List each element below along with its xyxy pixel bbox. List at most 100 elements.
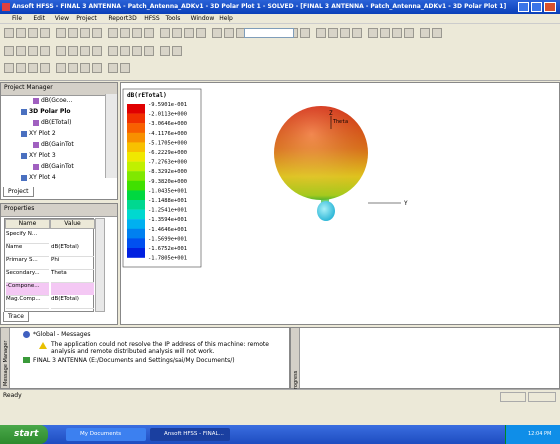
toolbar-button[interactable] (108, 46, 118, 56)
toolbar-button[interactable] (420, 28, 430, 38)
toolbar-button[interactable] (40, 63, 50, 73)
taskbar-item[interactable]: Ansoft HFSS - FINAL... (150, 428, 230, 441)
tree-item[interactable]: 3D Polar Plo (29, 108, 71, 115)
tab[interactable]: Trace (3, 312, 29, 322)
property-name[interactable]: Name (6, 244, 49, 257)
combo-box[interactable] (244, 28, 294, 38)
toolbar-button[interactable] (28, 28, 38, 38)
toolbar-button[interactable] (80, 46, 90, 56)
properties-panel: Properties Name Value Specify N... Name dB(E… (0, 203, 118, 325)
toolbar-button[interactable] (4, 28, 14, 38)
toolbar-button[interactable] (172, 46, 182, 56)
toolbar-button[interactable] (196, 28, 206, 38)
toolbar-button[interactable] (80, 28, 90, 38)
toolbar-button[interactable] (120, 63, 130, 73)
property-name[interactable]: Primary S... (6, 257, 49, 270)
close-button[interactable] (544, 2, 556, 12)
menu-item[interactable]: Tools (165, 15, 181, 22)
toolbar-button[interactable] (68, 28, 78, 38)
menu-item[interactable]: Edit (33, 15, 46, 22)
toolbar-button[interactable] (340, 28, 350, 38)
property-name[interactable]: Specify N... (6, 231, 49, 244)
toolbar-button[interactable] (16, 46, 26, 56)
menu-item[interactable]: Help (219, 15, 233, 22)
toolbar-button[interactable] (380, 28, 390, 38)
menu-item[interactable]: File (12, 15, 23, 22)
message-manager: Message Manager *Global - Messages The a… (0, 327, 290, 389)
toolbar-button[interactable] (404, 28, 414, 38)
toolbar-button[interactable] (56, 28, 66, 38)
toolbar-button[interactable] (328, 28, 338, 38)
toolbar-button[interactable] (432, 28, 442, 38)
tree-item[interactable]: XY Plot 3 (29, 152, 56, 159)
property-value[interactable]: Theta (51, 270, 94, 283)
toolbar-button[interactable] (352, 28, 362, 38)
legend-swatch (127, 190, 145, 201)
tab[interactable]: Project (3, 187, 34, 197)
toolbar-button[interactable] (132, 46, 142, 56)
toolbar-button[interactable] (68, 46, 78, 56)
property-value[interactable]: dB(ETotal) (51, 296, 94, 309)
toolbar-button[interactable] (92, 28, 102, 38)
main-lobe-shade (274, 106, 368, 200)
property-name[interactable]: Secondary... (6, 270, 49, 283)
taskbar-item[interactable]: My Documents (66, 428, 146, 441)
toolbar-button[interactable] (28, 63, 38, 73)
toolbar-button[interactable] (316, 28, 326, 38)
toolbar-button[interactable] (92, 63, 102, 73)
start-button[interactable]: start (0, 425, 48, 444)
menu-item[interactable]: HFSS (144, 15, 160, 22)
tree-item[interactable]: dB(Gcoe... (41, 97, 73, 104)
toolbar-button[interactable] (16, 63, 26, 73)
toolbar-button[interactable] (392, 28, 402, 38)
toolbar-button[interactable] (160, 46, 170, 56)
tree-item[interactable]: XY Plot 4 (29, 174, 56, 181)
toolbar-button[interactable] (68, 63, 78, 73)
toolbar-button[interactable] (80, 63, 90, 73)
tree-item[interactable]: dB(GainTot (41, 141, 74, 148)
y-label: Y (404, 200, 408, 207)
property-value[interactable]: dB(ETotal) (51, 244, 94, 257)
menu-item[interactable]: Project (76, 15, 97, 22)
panel-header: Project Manager (1, 83, 117, 96)
toolbar-button[interactable] (108, 28, 118, 38)
max-button[interactable] (531, 2, 542, 12)
menu-item[interactable]: Window (190, 15, 215, 22)
toolbar-button[interactable] (4, 46, 14, 56)
toolbar-button[interactable] (16, 28, 26, 38)
property-value[interactable]: Phi (51, 257, 94, 270)
toolbar-button[interactable] (224, 28, 234, 38)
toolbar-button[interactable] (40, 46, 50, 56)
toolbar-button[interactable] (92, 46, 102, 56)
toolbar-button[interactable] (144, 46, 154, 56)
toolbar-button[interactable] (184, 28, 194, 38)
legend-label: -1.5699e+001 (148, 236, 187, 242)
menu-item[interactable]: Report3D (108, 15, 137, 22)
tree-item[interactable]: dB(GainTot (41, 163, 74, 170)
toolbar-button[interactable] (40, 28, 50, 38)
toolbar-button[interactable] (120, 28, 130, 38)
tree-icon (21, 131, 27, 137)
toolbar-button[interactable] (108, 63, 118, 73)
property-name[interactable]: -Compone... (6, 283, 49, 296)
tree-item[interactable]: XY Plot 2 (29, 130, 56, 137)
toolbar-button[interactable] (144, 28, 154, 38)
toolbar-button[interactable] (120, 46, 130, 56)
toolbar-button[interactable] (300, 28, 310, 38)
side-bar (291, 328, 300, 388)
min-button[interactable] (518, 2, 529, 12)
toolbar-button[interactable] (160, 28, 170, 38)
toolbar-button[interactable] (56, 63, 66, 73)
property-name[interactable]: Mag.Comp... (6, 296, 49, 309)
tree-item[interactable]: dB(ETotal) (41, 119, 72, 126)
legend-label: -1.1488e+001 (148, 198, 187, 204)
toolbar-button[interactable] (212, 28, 222, 38)
toolbar-button[interactable] (56, 46, 66, 56)
toolbar-button[interactable] (368, 28, 378, 38)
menu-item[interactable]: View (54, 15, 70, 22)
toolbar-button[interactable] (4, 63, 14, 73)
legend-label: -1.0435e+001 (148, 188, 187, 194)
toolbar-button[interactable] (132, 28, 142, 38)
toolbar-button[interactable] (28, 46, 38, 56)
toolbar-button[interactable] (172, 28, 182, 38)
